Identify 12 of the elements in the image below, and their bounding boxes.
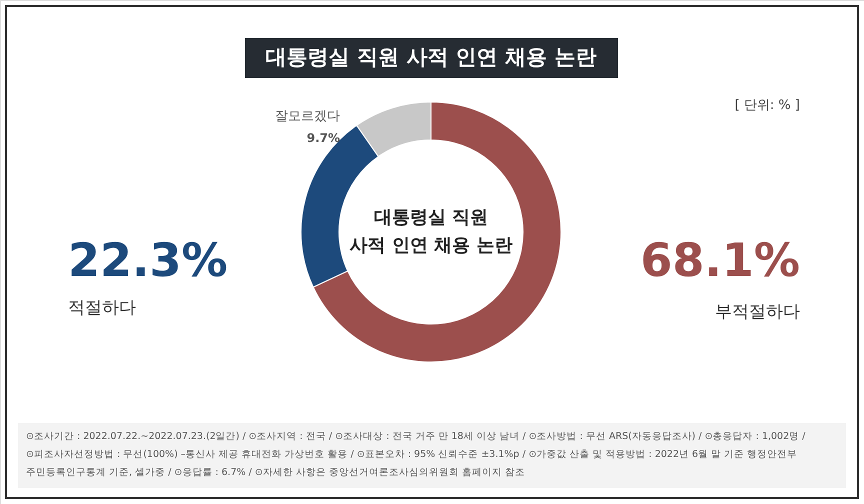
text: 주민등록인구통계 기준, 셀가중 / ⊙응답률 : 6.7% / ⊙자세한 사항은 중앙선거여론조사심의위원회 홈페이지 참조 <box>26 467 525 478</box>
chart-title: 대통령실 직원 사적 인연 채용 논란 <box>266 45 596 69</box>
text: [ 단위: % ] <box>734 98 800 113</box>
text: 대통령실 직원 사적 인연 채용 논란 <box>350 207 512 256</box>
text: ⊙조사기간 : 2022.07.22.~2022.07.23.(2일간) / ⊙조사지역 : 전국 / ⊙조사대상 : 전국 거주 만 18세 이상 남녀 / ⊙조사방법 : 무선 ARS(자동응답조사) / ⊙총응답자 : 1,002명 / <box>26 431 806 442</box>
data-label: 68.1% <box>640 233 800 287</box>
slice-label: 적절하다 <box>68 298 136 318</box>
text: ⊙피조사자선정방법 : 무선(100%) –통신사 제공 휴대전화 가상번호 활용 / ⊙표본오차 : 95% 신뢰수준 ±3.1%p / ⊙가중값 산출 및 적용방법 : 2022년 6월 말 기준 행정안전부 <box>26 449 798 460</box>
slice-label: 잘모르겠다 <box>275 109 340 124</box>
data-label: 9.7% <box>306 131 340 145</box>
slice-label: 부적절하다 <box>715 302 800 322</box>
data-label: 22.3% <box>68 233 228 287</box>
